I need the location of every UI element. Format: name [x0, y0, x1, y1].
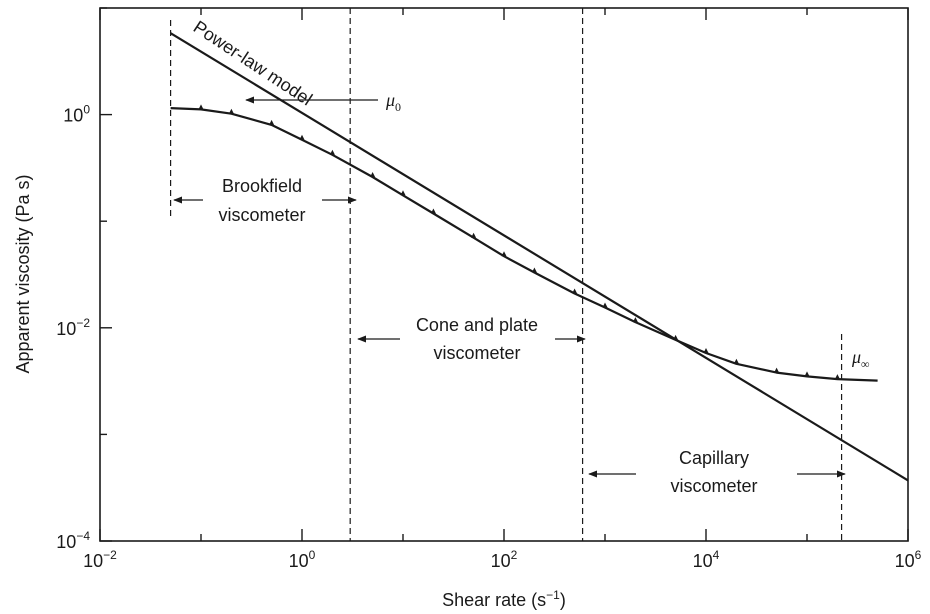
mu0-symbol: μ0: [385, 90, 401, 114]
series-layer: [170, 32, 909, 482]
axis-ticks: [99, 7, 909, 542]
data-point: [632, 317, 638, 323]
data-point: [602, 302, 608, 308]
data-point: [430, 208, 436, 214]
data-point: [733, 358, 739, 364]
x-tick-label: 104: [693, 548, 720, 571]
data-point: [501, 251, 507, 257]
x-axis-title: Shear rate (s−1): [442, 588, 566, 610]
x-tick-label: 106: [895, 548, 922, 571]
x-tick-label: 10−2: [83, 548, 117, 571]
data-point: [572, 288, 578, 294]
x-tick-label: 102: [491, 548, 518, 571]
capillary-label-line1: Capillary: [679, 448, 749, 468]
data-point: [299, 134, 305, 140]
mu-infinity-symbol: μ∞: [851, 347, 870, 371]
data-point: [703, 348, 709, 353]
data-point: [804, 371, 810, 377]
y-tick-label: 100: [63, 103, 90, 126]
data-point: [531, 267, 537, 273]
plot-frame: [99, 7, 909, 542]
y-tick-label: 10−2: [56, 316, 90, 339]
brookfield-label-line1: Brookfield: [222, 176, 302, 196]
data-point: [329, 149, 335, 155]
data-point: [673, 334, 679, 340]
y-axis-title: Apparent viscosity (Pa s): [13, 174, 33, 373]
cone-plate-label-line2: viscometer: [433, 343, 520, 363]
brookfield-label-line2: viscometer: [218, 205, 305, 225]
region-boundaries: [169, 8, 843, 541]
power-law-label: Power-law model: [190, 17, 316, 110]
cone-plate-label-line1: Cone and plate: [416, 315, 538, 335]
power-law-line: [170, 32, 909, 482]
data-point: [400, 190, 406, 196]
data-point: [228, 108, 234, 114]
data-point: [471, 232, 477, 238]
data-point: [370, 172, 376, 177]
data-point: [774, 367, 780, 373]
data-points-layer: [198, 104, 840, 380]
y-tick-label: 10−4: [56, 529, 90, 552]
x-tick-label: 100: [289, 548, 316, 571]
data-point: [834, 374, 840, 380]
capillary-label-line2: viscometer: [670, 476, 757, 496]
data-point: [198, 104, 204, 110]
viscosity-curve: [170, 107, 878, 382]
data-point: [269, 119, 275, 125]
